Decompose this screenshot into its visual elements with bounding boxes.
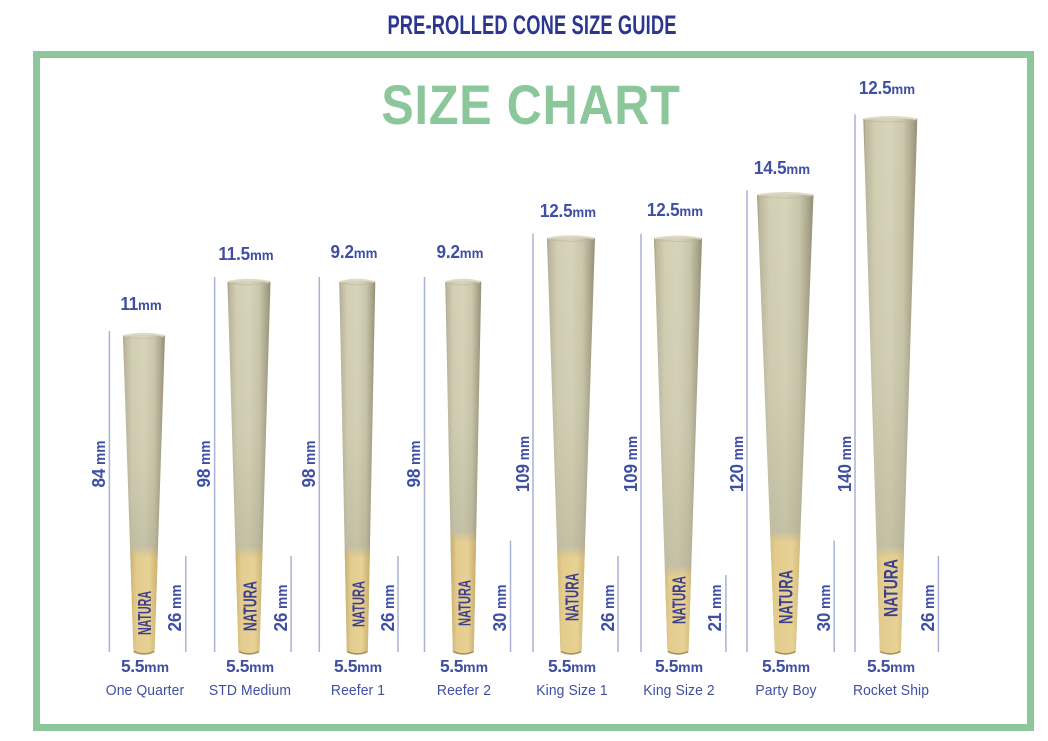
svg-text:NATURA: NATURA xyxy=(348,581,368,627)
svg-text:NATURA: NATURA xyxy=(775,570,797,624)
svg-text:NATURA: NATURA xyxy=(135,591,155,635)
svg-text:NATURA: NATURA xyxy=(240,581,261,631)
svg-text:NATURA: NATURA xyxy=(562,573,583,621)
svg-text:NATURA: NATURA xyxy=(454,580,474,626)
svg-text:NATURA: NATURA xyxy=(669,576,690,624)
svg-text:NATURA: NATURA xyxy=(880,559,902,617)
